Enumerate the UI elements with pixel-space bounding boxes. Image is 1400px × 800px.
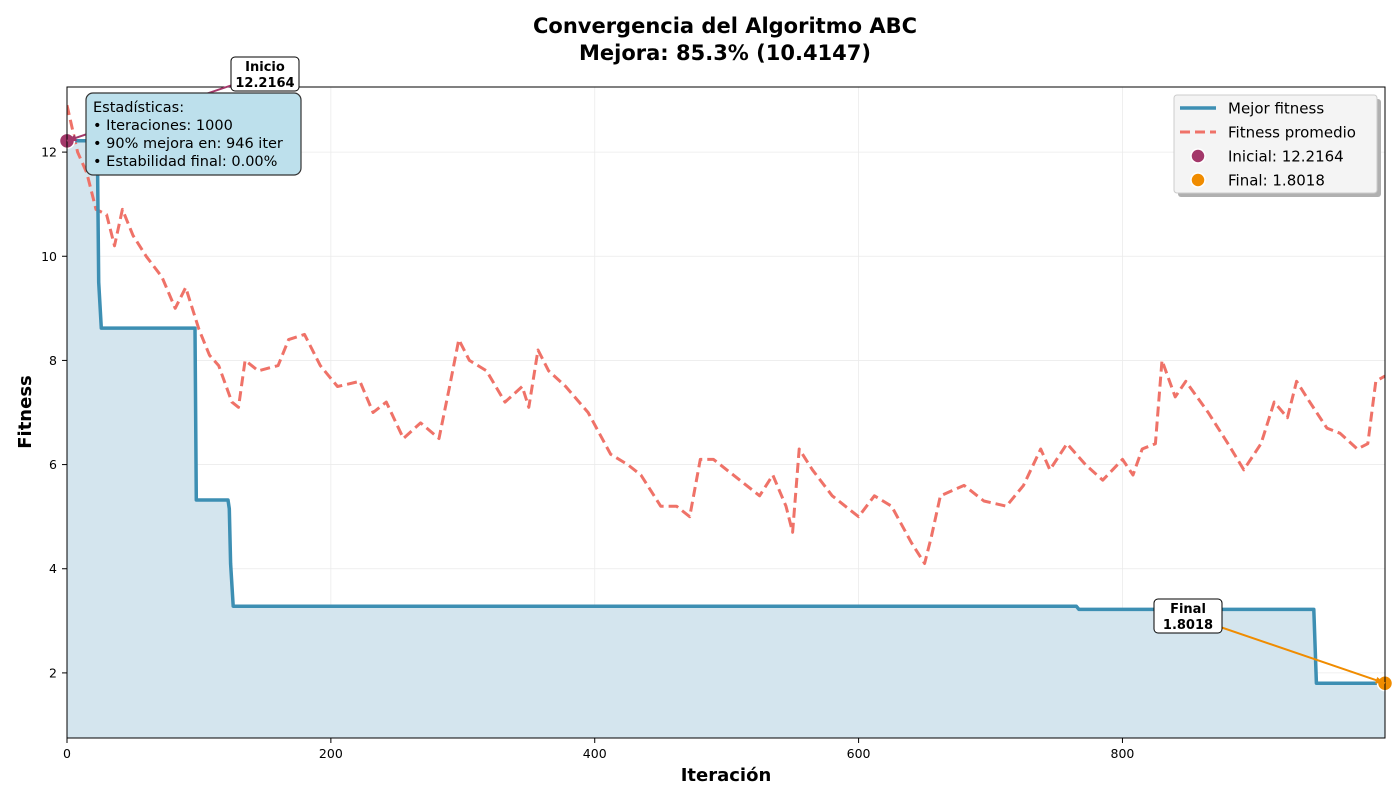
plot-frame [66, 86, 1386, 739]
final-annotation-box [1153, 598, 1223, 634]
stats-line: • Estabilidad final: 0.00% [93, 154, 277, 170]
start-annotation-text: 12.2164 [235, 76, 294, 91]
legend-best-fitness-label: Mejor fitness [1228, 100, 1324, 118]
final-annotation-text: Final [1170, 602, 1206, 617]
stats-box: Estadísticas: • Iteraciones: 1000 • 90% me… [85, 92, 302, 176]
y-axis-label: Fitness [15, 375, 36, 449]
legend-background [1173, 94, 1378, 194]
x-tick-label: 200 [319, 746, 343, 761]
y-tick-label: 4 [49, 561, 57, 576]
y-tick-label: 6 [49, 457, 57, 472]
y-tick-label: 2 [49, 665, 57, 680]
final-annotation-arrowhead [1375, 676, 1385, 684]
avg-fitness-line [67, 104, 1385, 565]
y-tick-label: 12 [41, 145, 57, 160]
plot-area [58, 104, 1394, 738]
x-tick-label: 400 [583, 746, 607, 761]
y-tick-label: 10 [41, 249, 57, 264]
stats-box-background [85, 92, 302, 176]
legend-final-swatch [1190, 172, 1206, 188]
axis-ticks: 0 200 400 600 800 2 4 6 8 10 12 [41, 145, 1134, 761]
legend-initial-swatch [1190, 148, 1206, 164]
legend-final-label: Final: 1.8018 [1228, 172, 1325, 190]
legend-initial-label: Inicial: 12.2164 [1228, 148, 1344, 166]
stats-title: Estadísticas: [93, 100, 184, 116]
y-tick-label: 8 [49, 353, 57, 368]
x-tick-label: 0 [63, 746, 71, 761]
start-annotation-box [230, 56, 300, 92]
x-tick-label: 800 [1111, 746, 1135, 761]
chart-title: Convergencia del Algoritmo ABC [533, 14, 917, 38]
start-annotation-text: Inicio [245, 60, 285, 75]
legend-avg-fitness-label: Fitness promedio [1228, 124, 1356, 142]
legend: Mejor fitness Fitness promedio Inicial: 12… [1173, 94, 1381, 197]
x-axis-label: Iteración [681, 765, 772, 786]
start-annotation-arrowhead [67, 134, 77, 142]
stats-line: • Iteraciones: 1000 [93, 118, 233, 134]
stats-line: • 90% mejora en: 946 iter [93, 136, 283, 152]
best-fitness-area [67, 140, 1385, 738]
x-tick-label: 600 [847, 746, 871, 761]
chart-subtitle: Mejora: 85.3% (10.4147) [579, 41, 871, 65]
best-fitness-line [67, 139, 1385, 685]
final-annotation-text: 1.8018 [1163, 618, 1213, 633]
